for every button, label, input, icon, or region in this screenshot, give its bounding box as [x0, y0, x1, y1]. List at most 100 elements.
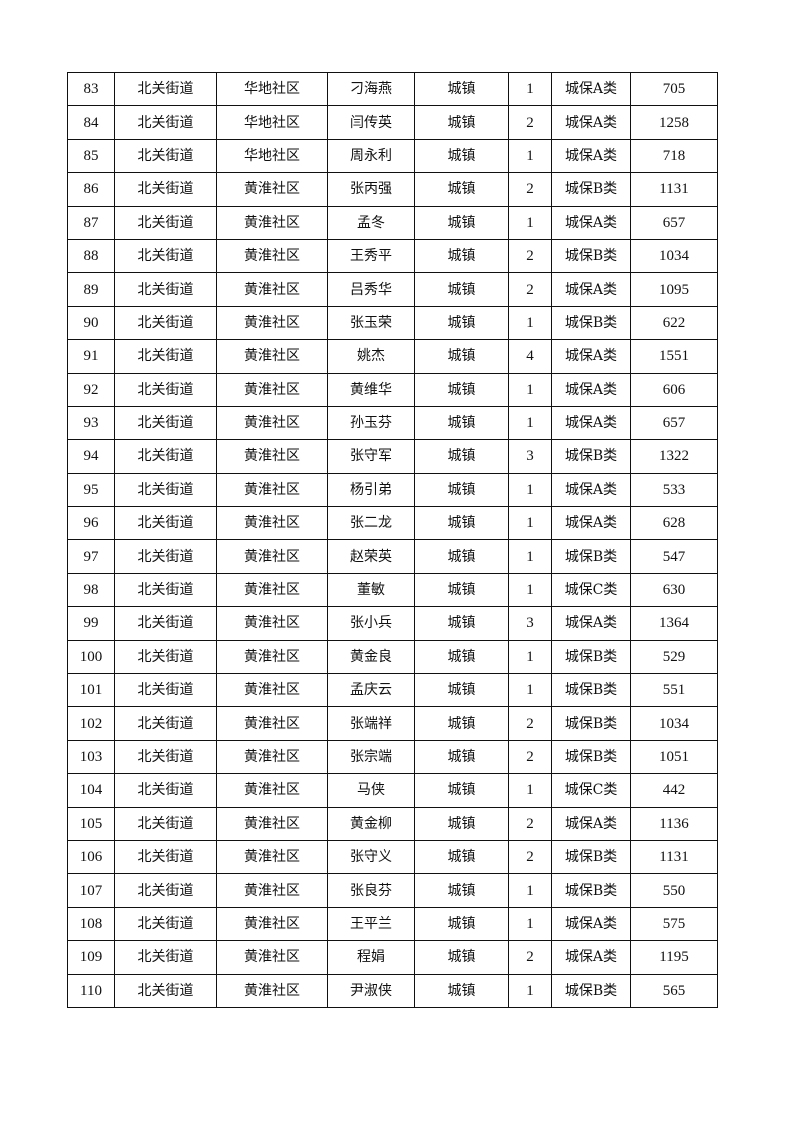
cell-amount: 547: [630, 539, 718, 574]
cell-area-type: 城镇: [414, 739, 509, 775]
cell-street: 北关街道: [114, 238, 217, 274]
cell-row-number: 84: [67, 105, 115, 140]
cell-community: 黄淮社区: [216, 405, 328, 441]
table-row: 107 北关街道 黄淮社区 张良芬 城镇 1 城保B类 550: [67, 873, 718, 908]
cell-street: 北关街道: [114, 940, 217, 975]
cell-household-size: 2: [508, 105, 552, 140]
cell-community: 黄淮社区: [216, 506, 328, 541]
cell-area-type: 城镇: [414, 706, 509, 741]
table-row: 101 北关街道 黄淮社区 孟庆云 城镇 1 城保B类 551: [67, 673, 718, 708]
cell-area-type: 城镇: [414, 105, 509, 140]
cell-street: 北关街道: [114, 172, 217, 207]
cell-household-size: 1: [508, 873, 552, 908]
cell-street: 北关街道: [114, 138, 217, 174]
cell-community: 黄淮社区: [216, 940, 328, 975]
cell-name: 尹淑侠: [327, 973, 415, 1008]
cell-amount: 1136: [630, 806, 718, 841]
table-row: 104 北关街道 黄淮社区 马侠 城镇 1 城保C类 442: [67, 773, 718, 808]
cell-community: 黄淮社区: [216, 472, 328, 508]
cell-row-number: 90: [67, 305, 115, 341]
cell-amount: 1131: [630, 839, 718, 875]
cell-row-number: 91: [67, 339, 115, 374]
cell-community: 黄淮社区: [216, 639, 328, 675]
cell-name: 张宗端: [327, 739, 415, 775]
cell-insurance-category: 城保A类: [551, 372, 631, 407]
cell-community: 黄淮社区: [216, 339, 328, 374]
cell-household-size: 2: [508, 272, 552, 307]
cell-household-size: 1: [508, 673, 552, 708]
cell-row-number: 86: [67, 172, 115, 207]
cell-insurance-category: 城保A类: [551, 405, 631, 441]
cell-street: 北关街道: [114, 71, 217, 107]
table-row: 94 北关街道 黄淮社区 张守军 城镇 3 城保B类 1322: [67, 439, 718, 474]
cell-area-type: 城镇: [414, 472, 509, 508]
cell-row-number: 85: [67, 138, 115, 174]
cell-name: 张守义: [327, 839, 415, 875]
cell-row-number: 105: [67, 806, 115, 841]
cell-insurance-category: 城保B类: [551, 973, 631, 1008]
cell-area-type: 城镇: [414, 506, 509, 541]
cell-insurance-category: 城保A类: [551, 940, 631, 975]
cell-amount: 442: [630, 773, 718, 808]
table-row: 88 北关街道 黄淮社区 王秀平 城镇 2 城保B类 1034: [67, 238, 718, 274]
cell-community: 黄淮社区: [216, 205, 328, 240]
cell-row-number: 88: [67, 238, 115, 274]
cell-insurance-category: 城保B类: [551, 172, 631, 207]
cell-community: 黄淮社区: [216, 572, 328, 608]
table-row: 98 北关街道 黄淮社区 董敏 城镇 1 城保C类 630: [67, 572, 718, 608]
cell-community: 华地社区: [216, 105, 328, 140]
cell-name: 闫传英: [327, 105, 415, 140]
cell-area-type: 城镇: [414, 773, 509, 808]
cell-amount: 1364: [630, 606, 718, 641]
cell-area-type: 城镇: [414, 138, 509, 174]
cell-household-size: 2: [508, 706, 552, 741]
cell-community: 黄淮社区: [216, 272, 328, 307]
cell-street: 北关街道: [114, 305, 217, 341]
cell-amount: 575: [630, 906, 718, 942]
cell-community: 黄淮社区: [216, 305, 328, 341]
cell-name: 姚杰: [327, 339, 415, 374]
cell-area-type: 城镇: [414, 172, 509, 207]
cell-area-type: 城镇: [414, 372, 509, 407]
cell-community: 黄淮社区: [216, 238, 328, 274]
table-row: 84 北关街道 华地社区 闫传英 城镇 2 城保A类 1258: [67, 105, 718, 140]
table-row: 95 北关街道 黄淮社区 杨引弟 城镇 1 城保A类 533: [67, 472, 718, 508]
cell-amount: 533: [630, 472, 718, 508]
cell-area-type: 城镇: [414, 673, 509, 708]
cell-area-type: 城镇: [414, 272, 509, 307]
cell-row-number: 89: [67, 272, 115, 307]
cell-area-type: 城镇: [414, 539, 509, 574]
cell-row-number: 110: [67, 973, 115, 1008]
cell-area-type: 城镇: [414, 205, 509, 240]
household-table: 83 北关街道 华地社区 刁海燕 城镇 1 城保A类 705 84 北关街道 华地社区 闫传英 城镇 2 城…: [67, 71, 718, 1008]
cell-area-type: 城镇: [414, 606, 509, 641]
cell-amount: 1051: [630, 739, 718, 775]
cell-insurance-category: 城保B类: [551, 706, 631, 741]
cell-name: 张二龙: [327, 506, 415, 541]
cell-amount: 1034: [630, 706, 718, 741]
cell-street: 北关街道: [114, 673, 217, 708]
cell-name: 张丙强: [327, 172, 415, 207]
cell-community: 华地社区: [216, 138, 328, 174]
cell-name: 黄金良: [327, 639, 415, 675]
cell-street: 北关街道: [114, 806, 217, 841]
cell-amount: 551: [630, 673, 718, 708]
cell-street: 北关街道: [114, 472, 217, 508]
cell-area-type: 城镇: [414, 973, 509, 1008]
cell-name: 黄金柳: [327, 806, 415, 841]
cell-household-size: 1: [508, 138, 552, 174]
cell-household-size: 2: [508, 238, 552, 274]
table-row: 87 北关街道 黄淮社区 孟冬 城镇 1 城保A类 657: [67, 205, 718, 240]
cell-area-type: 城镇: [414, 940, 509, 975]
cell-community: 黄淮社区: [216, 706, 328, 741]
cell-community: 黄淮社区: [216, 539, 328, 574]
cell-insurance-category: 城保A类: [551, 606, 631, 641]
cell-community: 黄淮社区: [216, 606, 328, 641]
cell-street: 北关街道: [114, 873, 217, 908]
cell-insurance-category: 城保C类: [551, 773, 631, 808]
cell-area-type: 城镇: [414, 873, 509, 908]
cell-row-number: 98: [67, 572, 115, 608]
table-row: 110 北关街道 黄淮社区 尹淑侠 城镇 1 城保B类 565: [67, 973, 718, 1008]
cell-street: 北关街道: [114, 706, 217, 741]
cell-insurance-category: 城保A类: [551, 339, 631, 374]
